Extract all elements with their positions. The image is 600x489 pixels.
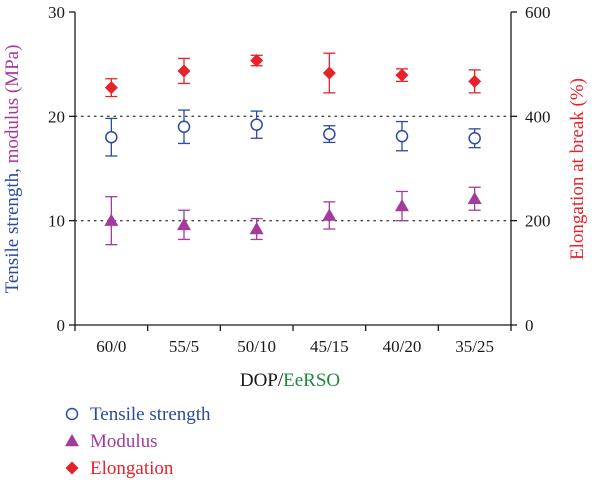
y-left-tick-label: 0	[57, 316, 66, 335]
elongation-point	[250, 54, 264, 68]
modulus-point	[395, 199, 409, 212]
elongation-point	[177, 64, 191, 78]
tensile-point	[468, 131, 481, 145]
axes	[74, 12, 512, 326]
elongation-point	[322, 66, 336, 80]
elongation-legend-label: Elongation	[90, 458, 174, 479]
x-tick-label: 55/5	[169, 337, 199, 356]
elongation-legend-marker	[65, 461, 79, 475]
modulus-point	[322, 208, 337, 221]
modulus-point	[104, 213, 119, 226]
x-tick-label: 60/0	[96, 337, 126, 356]
y-axis-left-label-modulus: modulus (MPa)	[2, 45, 23, 164]
y-axis-left-label-tensile: Tensile strength,	[2, 163, 23, 293]
x-axis-label-dop: DOP/	[240, 370, 284, 391]
modulus-legend-marker	[65, 434, 79, 447]
tensile-legend-marker	[65, 407, 79, 421]
x-tick-label: 50/10	[237, 337, 276, 356]
y-left-tick-label: 30	[48, 3, 65, 22]
y-axis-left-label: Tensile strength, modulus (MPa)	[2, 45, 23, 294]
x-axis-label: DOP/EeRSO	[240, 370, 340, 391]
tensile-legend-label: Tensile strength	[90, 404, 211, 425]
y-right-tick-label: 600	[525, 3, 551, 22]
y-right-tick-label: 400	[525, 107, 551, 126]
y-left-tick-label: 10	[48, 212, 65, 231]
tensile-point	[323, 127, 336, 141]
gridlines	[74, 115, 512, 222]
tensile-point	[250, 118, 263, 131]
ticks: 0 10 20 30 0 200 400 600 60/0 55/5 50/10 45/15 40/20…	[48, 3, 551, 356]
x-tick-label: 35/25	[455, 337, 494, 356]
legend: Tensile strength Modulus Elongation	[65, 404, 211, 479]
tensile-point	[105, 130, 118, 144]
y-axis-right-label: Elongation at break (%)	[567, 78, 588, 260]
elongation-point	[104, 81, 118, 95]
y-right-tick-label: 0	[525, 316, 534, 335]
x-tick-label: 45/15	[310, 337, 349, 356]
x-tick-label: 40/20	[383, 337, 422, 356]
y-right-tick-label: 200	[525, 212, 551, 231]
data-marks	[104, 52, 482, 246]
modulus-point	[467, 191, 482, 205]
tensile-point	[177, 120, 191, 134]
y-left-tick-label: 20	[48, 107, 65, 126]
x-axis-label-eerso: EeRSO	[283, 370, 340, 391]
elongation-point	[468, 74, 482, 88]
modulus-legend-label: Modulus	[90, 431, 158, 452]
elongation-point	[395, 68, 409, 82]
modulus-point	[177, 217, 191, 231]
modulus-point	[249, 222, 264, 235]
tensile-point	[395, 129, 409, 143]
